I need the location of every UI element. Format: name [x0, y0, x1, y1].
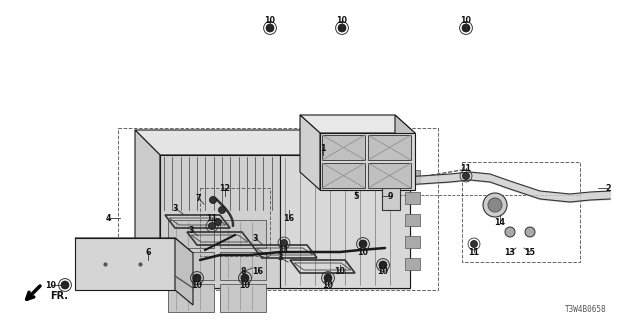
Text: FR.: FR. [50, 291, 68, 301]
Bar [405, 192, 420, 204]
Text: 3: 3 [188, 226, 194, 235]
Text: 9: 9 [387, 191, 393, 201]
Bar [405, 170, 420, 182]
Text: 3: 3 [252, 234, 258, 243]
Circle shape [61, 281, 69, 289]
Text: 15: 15 [525, 247, 536, 257]
Polygon shape [160, 155, 410, 288]
Text: 1: 1 [320, 143, 326, 153]
Circle shape [359, 240, 367, 248]
Bar [322, 163, 365, 188]
Bar [168, 284, 214, 312]
Text: 11: 11 [207, 213, 218, 222]
Bar [200, 188, 270, 256]
Circle shape [525, 227, 535, 237]
Circle shape [488, 198, 502, 212]
Text: 5: 5 [353, 191, 359, 201]
Bar [280, 155, 410, 288]
Bar [405, 214, 420, 226]
Circle shape [379, 261, 387, 269]
Text: 14: 14 [495, 218, 506, 227]
Text: 3: 3 [277, 253, 283, 262]
Polygon shape [135, 130, 160, 288]
Bar [220, 284, 266, 312]
Bar [168, 252, 214, 280]
Bar [405, 258, 420, 270]
Text: 2: 2 [605, 183, 611, 193]
Polygon shape [320, 133, 415, 190]
Text: 6: 6 [145, 247, 151, 257]
Text: 10: 10 [337, 15, 348, 25]
Text: 10: 10 [323, 281, 333, 290]
Polygon shape [395, 115, 415, 190]
Circle shape [338, 24, 346, 32]
Text: 10: 10 [239, 281, 250, 290]
Bar [368, 135, 411, 160]
Bar [118, 128, 438, 290]
Circle shape [209, 222, 216, 229]
Bar [462, 162, 580, 262]
Circle shape [193, 274, 201, 282]
Text: 4: 4 [105, 213, 111, 222]
Polygon shape [175, 238, 193, 305]
Text: 10: 10 [461, 15, 472, 25]
Text: 7: 7 [195, 194, 201, 203]
Text: 3: 3 [172, 204, 178, 212]
Circle shape [463, 172, 470, 180]
Circle shape [241, 274, 249, 282]
Text: 10: 10 [335, 268, 346, 276]
Polygon shape [75, 238, 175, 290]
Circle shape [483, 193, 507, 217]
Circle shape [209, 196, 216, 204]
Text: 12: 12 [220, 183, 230, 193]
Text: 10: 10 [378, 268, 388, 276]
Text: 16: 16 [284, 213, 294, 222]
Circle shape [280, 239, 287, 246]
Bar [322, 135, 365, 160]
Polygon shape [300, 115, 320, 190]
Text: 10: 10 [264, 15, 275, 25]
Circle shape [505, 227, 515, 237]
Text: 11: 11 [468, 247, 479, 257]
Circle shape [266, 24, 274, 32]
Bar [405, 236, 420, 248]
Circle shape [218, 206, 225, 213]
Bar [368, 163, 411, 188]
Bar [160, 155, 280, 288]
Circle shape [470, 241, 477, 247]
Text: 16: 16 [253, 268, 264, 276]
Bar [168, 220, 214, 248]
Text: 11: 11 [278, 245, 289, 254]
Bar [220, 220, 266, 248]
Polygon shape [300, 115, 415, 133]
Circle shape [462, 24, 470, 32]
Text: 10: 10 [358, 247, 369, 257]
Text: 13: 13 [504, 247, 515, 257]
Text: 10: 10 [45, 281, 56, 290]
Polygon shape [385, 130, 410, 288]
Text: 8: 8 [240, 268, 246, 276]
Text: T3W4B0658: T3W4B0658 [565, 306, 607, 315]
Polygon shape [135, 130, 410, 155]
Polygon shape [75, 238, 193, 253]
Bar [382, 188, 400, 210]
Text: 11: 11 [461, 164, 472, 172]
Circle shape [214, 219, 221, 226]
Text: 10: 10 [191, 281, 202, 290]
Bar [220, 252, 266, 280]
Circle shape [324, 274, 332, 282]
